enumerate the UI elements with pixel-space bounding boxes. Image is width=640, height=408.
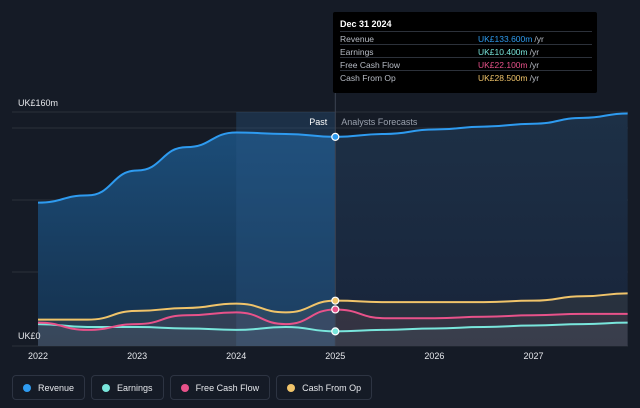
legend-item-revenue[interactable]: Revenue <box>12 375 86 400</box>
tooltip-value: UK£28.500m <box>478 73 528 83</box>
x-tick-label: 2026 <box>424 351 444 361</box>
tooltip-row-cash-from-op: Cash From Op UK£28.500m/yr <box>340 70 592 84</box>
revenue-area-forecast <box>335 113 628 346</box>
x-tick-label: 2025 <box>325 351 345 361</box>
legend-label: Earnings <box>117 382 153 393</box>
revenue-line <box>37 112 628 204</box>
chart-legend: Revenue Earnings Free Cash Flow Cash Fro… <box>12 375 373 400</box>
legend-label: Free Cash Flow <box>195 382 260 393</box>
tooltip-label: Revenue <box>340 34 375 44</box>
legend-item-earnings[interactable]: Earnings <box>91 375 164 400</box>
legend-dot-icon <box>287 383 296 392</box>
x-tick-label: 2022 <box>28 351 48 361</box>
hover-tooltip: Dec 31 2024 Revenue UK£133.600m/yr Earni… <box>333 12 597 93</box>
forecast-label: Analysts Forecasts <box>341 117 418 127</box>
tooltip-date: Dec 31 2024 <box>340 19 392 29</box>
tooltip-row-revenue: Revenue UK£133.600m/yr <box>340 31 592 45</box>
tooltip-value: UK£10.400m <box>478 47 528 57</box>
x-tick-label: 2024 <box>226 351 246 361</box>
tooltip-unit: /yr <box>529 73 540 83</box>
earnings-area <box>38 293 628 346</box>
legend-item-free-cash-flow[interactable]: Free Cash Flow <box>169 375 271 400</box>
revenue-area-past <box>38 132 336 346</box>
legend-label: Revenue <box>38 382 75 393</box>
free-cash-flow-marker <box>331 305 340 314</box>
tooltip-row-earnings: Earnings UK£10.400m/yr <box>340 44 592 58</box>
y-tick-label: UK£160m <box>18 98 58 108</box>
x-tick-label: 2023 <box>127 351 147 361</box>
free-cash-flow-area <box>38 309 628 346</box>
legend-label: Cash From Op <box>302 382 362 393</box>
revenue-marker <box>331 132 340 141</box>
tooltip-label: Cash From Op <box>340 73 396 83</box>
tooltip-label: Free Cash Flow <box>340 60 400 70</box>
legend-dot-icon <box>102 383 111 392</box>
tooltip-unit: /yr <box>529 47 540 57</box>
tooltip-unit: /yr <box>534 34 544 44</box>
highlight-band <box>236 112 336 346</box>
cash-from-op-marker <box>331 327 340 336</box>
past-label: Past <box>309 117 328 127</box>
tooltip-label: Earnings <box>340 47 374 57</box>
tooltip-unit: /yr <box>529 60 540 70</box>
legend-dot-icon <box>23 383 31 392</box>
tooltip-row-free-cash-flow: Free Cash Flow UK£22.100m/yr <box>340 57 592 71</box>
legend-item-cash-from-op[interactable]: Cash From Op <box>276 375 373 400</box>
tooltip-value: UK£22.100m <box>478 60 528 70</box>
y-tick-label: UK£0 <box>18 331 41 341</box>
tooltip-value: UK£133.600m <box>478 34 533 44</box>
earnings-marker <box>331 296 340 305</box>
x-tick-label: 2027 <box>523 351 543 361</box>
legend-dot-icon <box>180 383 189 392</box>
